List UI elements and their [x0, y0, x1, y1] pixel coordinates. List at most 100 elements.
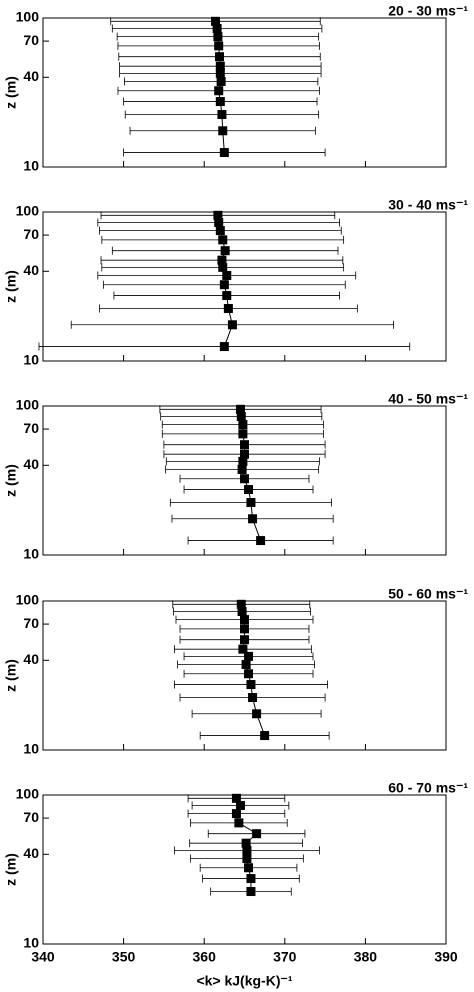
y-tick-label: 40 — [23, 262, 39, 278]
y-tick-label: 100 — [16, 9, 40, 25]
plot-frame — [42, 794, 447, 945]
y-tick-label: 70 — [23, 32, 39, 48]
data-point — [242, 853, 252, 863]
y-tick-label: 10 — [23, 546, 39, 562]
x-tick-label: 390 — [434, 949, 458, 965]
data-point — [246, 874, 256, 884]
data-point — [241, 659, 251, 669]
data-point — [244, 485, 254, 495]
data-point — [240, 615, 249, 625]
data-point — [252, 829, 262, 839]
data-point — [240, 449, 249, 459]
x-tick-label: 340 — [31, 949, 55, 965]
x-tick-label: 360 — [193, 949, 217, 965]
data-point — [236, 412, 246, 422]
data-point — [218, 126, 228, 136]
x-tick-label: 350 — [112, 949, 136, 965]
data-point — [238, 429, 248, 439]
data-point — [238, 644, 248, 654]
y-tick-label: 100 — [16, 203, 40, 219]
data-point — [234, 818, 244, 828]
data-point — [227, 320, 237, 330]
y-tick-label: 70 — [23, 809, 39, 825]
data-point — [240, 635, 249, 645]
panel-title: 40 - 50 ms⁻¹ — [388, 391, 468, 407]
data-point — [215, 61, 225, 71]
panel-title: 50 - 60 ms⁻¹ — [388, 586, 468, 602]
data-point — [212, 24, 222, 34]
data-point — [248, 514, 258, 524]
y-tick-label: 40 — [23, 845, 39, 861]
plot-frame — [42, 211, 447, 362]
data-point — [217, 255, 227, 265]
data-point — [222, 291, 232, 301]
data-point — [246, 887, 256, 897]
x-tick-label: 370 — [273, 949, 297, 965]
data-point — [238, 420, 248, 430]
y-tick-label: 100 — [16, 786, 40, 802]
y-tick-label: 10 — [23, 741, 39, 757]
data-point — [231, 809, 241, 819]
y-tick-label: 10 — [23, 352, 39, 368]
data-point — [219, 342, 229, 352]
data-point — [244, 651, 254, 661]
y-axis-label: z (m) — [3, 270, 19, 303]
data-point — [236, 599, 246, 609]
data-point — [248, 693, 258, 703]
y-tick-label: 40 — [23, 651, 39, 667]
data-point — [256, 536, 266, 546]
data-point — [214, 218, 224, 228]
y-axis-label: z (m) — [3, 659, 19, 692]
data-point — [218, 235, 228, 245]
data-point — [213, 210, 223, 220]
y-tick-label: 10 — [23, 158, 39, 174]
data-point — [214, 41, 224, 51]
y-tick-label: 40 — [23, 68, 39, 84]
data-point — [215, 68, 225, 78]
data-point — [235, 801, 245, 811]
data-point — [231, 793, 241, 803]
data-point — [213, 32, 223, 42]
data-point — [246, 680, 256, 690]
y-tick-label: 40 — [23, 456, 39, 472]
data-point — [220, 246, 230, 256]
data-point — [240, 624, 249, 634]
y-tick-label: 70 — [23, 226, 39, 242]
x-tick-label: 380 — [354, 949, 378, 965]
data-point — [238, 456, 248, 466]
y-tick-label: 70 — [23, 420, 39, 436]
data-point — [219, 148, 229, 158]
data-point — [241, 838, 251, 848]
data-point — [214, 86, 224, 96]
data-point — [219, 280, 229, 290]
data-point — [260, 731, 270, 741]
data-point — [246, 498, 256, 508]
data-point — [244, 863, 254, 873]
panel-title: 30 - 40 ms⁻¹ — [388, 197, 468, 213]
panel-title: 60 - 70 ms⁻¹ — [388, 780, 468, 796]
data-point — [235, 404, 245, 414]
data-point — [217, 110, 227, 120]
data-point — [244, 669, 254, 679]
data-point — [210, 16, 220, 26]
plot-frame — [42, 17, 447, 168]
data-point — [237, 607, 247, 617]
y-tick-label: 100 — [16, 592, 40, 608]
data-point — [223, 304, 233, 314]
data-point — [215, 97, 225, 107]
data-point — [215, 226, 225, 236]
data-point — [240, 474, 249, 484]
y-tick-label: 100 — [16, 397, 40, 413]
data-point — [222, 270, 232, 280]
y-tick-label: 10 — [23, 935, 39, 951]
panel-title: 20 - 30 ms⁻¹ — [388, 3, 468, 19]
y-axis-label: z (m) — [3, 464, 19, 497]
data-point — [216, 76, 226, 86]
y-axis-label: z (m) — [3, 76, 19, 109]
data-point — [252, 709, 262, 719]
y-tick-label: 70 — [23, 615, 39, 631]
data-point — [237, 464, 247, 474]
x-axis-label: <k> kJ(kg-K)⁻¹ — [196, 973, 292, 989]
data-point — [240, 440, 249, 450]
